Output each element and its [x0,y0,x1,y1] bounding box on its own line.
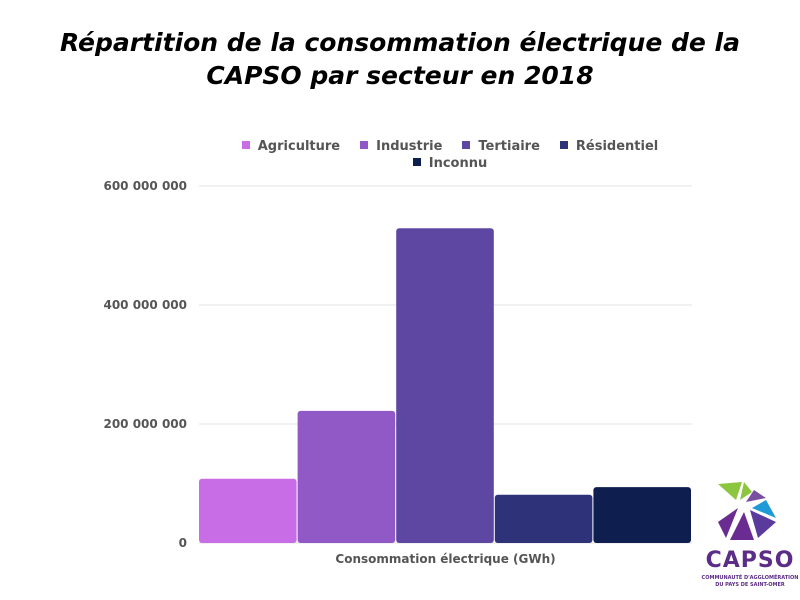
x-axis-label: Consommation électrique (GWh) [335,552,555,566]
legend-item: Agriculture [241,138,341,155]
bar-résidentiel [494,494,593,543]
chart-title-line-1: Répartition de la consommation électriqu… [60,28,740,57]
chart-title-line-2: CAPSO par secteur en 2018 [206,61,594,90]
legend-label: Industrie [376,139,443,154]
legend-swatch [462,141,471,149]
legend-swatch [241,141,250,149]
legend-item: Résidentiel [559,138,659,155]
bar-inconnu [593,487,691,543]
bar-tertiaire [396,228,494,543]
y-tick-label: 600 000 000 [103,179,187,193]
legend-label: Inconnu [428,156,488,171]
legend-item: Inconnu [412,155,488,172]
logo-subtitle-line-1: COMMUNAUTÉ D'AGGLOMÉRATION [701,575,799,581]
logo-subtitle: COMMUNAUTÉ D'AGGLOMÉRATION DU PAYS DE SA… [700,575,800,589]
legend-swatch [360,141,369,149]
legend-label: Résidentiel [575,139,659,154]
logo-subtitle-line-2: DU PAYS DE SAINT-OMER [715,582,785,588]
bar-industrie [297,410,396,543]
legend-item: Tertiaire [462,138,540,155]
bar-agriculture [199,478,297,543]
legend-label: Agriculture [257,139,341,154]
chart-legend: Agriculture Industrie Tertiaire Résidentiel… [200,138,700,172]
legend-label: Tertiaire [478,139,540,154]
logo-name: CAPSO [705,548,795,573]
capso-logo-mark [718,482,776,540]
legend-swatch [559,141,568,149]
legend-swatch [412,158,421,166]
capso-logo: CAPSO COMMUNAUTÉ D'AGGLOMÉRATION DU PAYS… [700,478,800,598]
y-tick-label: 200 000 000 [103,417,187,431]
chart-title: Répartition de la consommation électriqu… [0,26,800,92]
legend-item: Industrie [360,138,442,155]
y-tick-label: 400 000 000 [103,298,187,312]
y-tick-label: 0 [179,536,187,550]
